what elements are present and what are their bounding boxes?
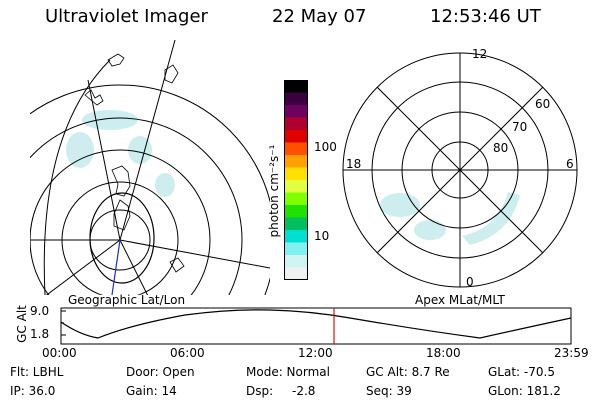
status-gain: Gain: 14 xyxy=(126,384,177,398)
status-ip: IP: 36.0 xyxy=(10,384,56,398)
status-dsp-value: -2.8 xyxy=(292,384,316,398)
gc-alt-xtick-0600: 06:00 xyxy=(170,346,205,360)
gc-alt-xtick-0000: 00:00 xyxy=(42,346,77,360)
colorbar-unit-label: photon cm⁻²s⁻¹ xyxy=(267,144,281,238)
color-bar-segment xyxy=(284,105,308,118)
status-dsp-label: Dsp: xyxy=(246,384,274,398)
gc-alt-ytick-1.8: 1.8 xyxy=(30,327,50,341)
geographic-panel-label: Geographic Lat/Lon xyxy=(68,293,186,307)
gc-alt-xtick-1200: 12:00 xyxy=(298,346,333,360)
status-seq: Seq: 39 xyxy=(366,384,412,398)
color-bar-segment xyxy=(284,217,308,231)
status-door: Door: Open xyxy=(126,365,195,379)
mlat-label-60: 60 xyxy=(535,97,551,111)
color-bar-segment xyxy=(284,142,308,156)
color-bar-segment xyxy=(284,180,308,193)
color-bar-border xyxy=(284,80,308,280)
mlat-label-80: 80 xyxy=(493,141,509,155)
mlt-label-6: 6 xyxy=(566,157,574,171)
gc-alt-xtick-2359: 23:59 xyxy=(554,346,589,360)
status-mode: Mode: Normal xyxy=(246,365,330,379)
mlt-label-18: 18 xyxy=(346,157,362,171)
color-bar-segment xyxy=(284,192,308,206)
color-bar-segment xyxy=(284,155,308,168)
color-bar-segment xyxy=(284,242,308,256)
color-bar-segment xyxy=(284,130,308,143)
mlt-label-12: 12 xyxy=(472,47,488,61)
color-bar-segment xyxy=(284,80,308,93)
status-glon: GLon: 181.2 xyxy=(488,384,561,398)
time-label: 12:53:46 UT xyxy=(430,6,541,27)
status-filter: Flt: LBHL xyxy=(10,365,64,379)
date-label: 22 May 07 xyxy=(272,6,367,27)
color-bar-segment xyxy=(284,167,308,181)
color-bar-segment xyxy=(284,117,308,131)
gc-alt-plot xyxy=(60,307,572,345)
gc-alt-xtick-1800: 18:00 xyxy=(426,346,461,360)
color-bar-segment xyxy=(284,205,308,218)
color-bar-segment xyxy=(284,230,308,243)
color-bar-segment xyxy=(284,255,308,268)
mlt-label-0: 0 xyxy=(466,275,474,289)
colorbar-tick-100: 100 xyxy=(314,140,337,154)
instrument-title: Ultraviolet Imager xyxy=(45,6,208,27)
color-bar-segment xyxy=(284,92,308,106)
colorbar-tick-10: 10 xyxy=(314,229,330,243)
color-bar-segment xyxy=(284,267,308,280)
status-gc-alt: GC Alt: 8.7 Re xyxy=(366,365,450,379)
gc-alt-ytick-9: 9.0 xyxy=(30,304,50,318)
color-bar xyxy=(284,80,308,280)
status-glat: GLat: -70.5 xyxy=(488,365,555,379)
apex-panel-label: Apex MLat/MLT xyxy=(415,293,505,307)
gc-alt-ylabel: GC Alt xyxy=(15,305,29,343)
mlat-label-70: 70 xyxy=(512,120,528,134)
